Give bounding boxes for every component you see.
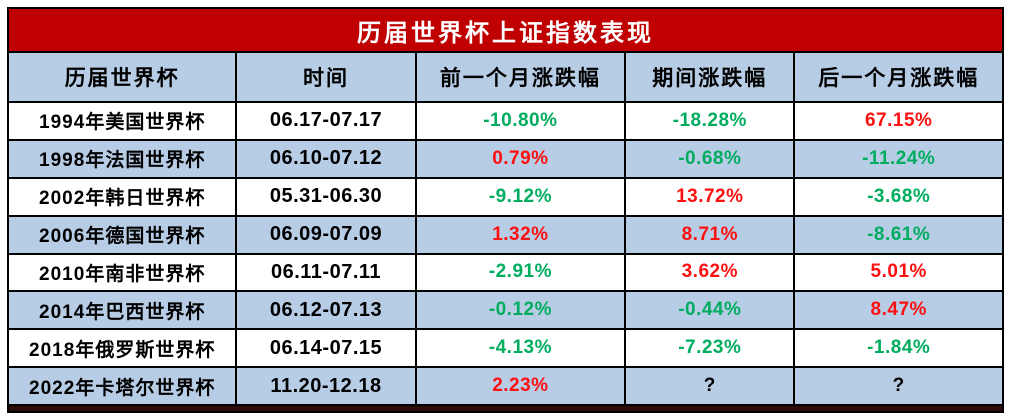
during-change-cell: 3.62% xyxy=(624,254,793,291)
during-change-cell: -0.44% xyxy=(624,292,793,329)
table-row: 2014年巴西世界杯 06.12-07.13 -0.12% -0.44% 8.4… xyxy=(9,290,1002,329)
pre-month-change-cell: -0.12% xyxy=(414,292,625,329)
period-cell: 06.12-07.13 xyxy=(235,292,414,329)
post-month-change-cell: 5.01% xyxy=(793,254,1002,291)
pre-month-change-cell: 1.32% xyxy=(414,216,625,253)
event-cell: 1994年美国世界杯 xyxy=(39,112,206,134)
bottom-accent-bar xyxy=(9,404,1002,411)
during-change-cell: -7.23% xyxy=(624,330,793,367)
table-row: 2006年德国世界杯 06.09-07.09 1.32% 8.71% -8.61… xyxy=(9,214,1002,253)
period-cell: 05.31-06.30 xyxy=(235,178,414,215)
period-cell: 06.10-07.12 xyxy=(235,140,414,177)
period-cell: 06.14-07.15 xyxy=(235,330,414,367)
table-row: 1994年美国世界杯 06.17-07.17 -10.80% -18.28% 6… xyxy=(9,101,1002,139)
pre-month-change-cell: -4.13% xyxy=(414,330,625,367)
event-cell: 2018年俄罗斯世界杯 xyxy=(29,339,216,361)
pre-month-change-cell: -10.80% xyxy=(414,103,625,139)
event-cell: 2022年卡塔尔世界杯 xyxy=(29,377,216,399)
table-header-row: 历届世界杯 时间 前一个月涨跌幅 期间涨跌幅 后一个月涨跌幅 xyxy=(9,51,1002,101)
world-cup-index-table: 历届世界杯上证指数表现 历届世界杯 时间 前一个月涨跌幅 期间涨跌幅 后一个月涨… xyxy=(7,7,1004,413)
period-cell: 06.17-07.17 xyxy=(235,103,414,139)
event-cell: 2010年南非世界杯 xyxy=(39,263,206,285)
table-body: 1994年美国世界杯 06.17-07.17 -10.80% -18.28% 6… xyxy=(9,101,1002,404)
period-cell: 06.11-07.11 xyxy=(235,254,414,291)
post-month-change-cell: 8.47% xyxy=(793,292,1002,329)
event-cell: 2002年韩日世界杯 xyxy=(39,188,206,210)
table-row: 2018年俄罗斯世界杯 06.14-07.15 -4.13% -7.23% -1… xyxy=(9,328,1002,367)
during-change-cell: 13.72% xyxy=(624,178,793,215)
header-during-change: 期间涨跌幅 xyxy=(624,53,793,101)
table-row: 2022年卡塔尔世界杯 11.20-12.18 2.23% ? ? xyxy=(9,366,1002,404)
pre-month-change-cell: -2.91% xyxy=(414,254,625,291)
header-post-month-change: 后一个月涨跌幅 xyxy=(793,53,1002,101)
event-cell: 2014年巴西世界杯 xyxy=(39,301,206,323)
post-month-change-cell: -11.24% xyxy=(793,140,1002,177)
post-month-change-cell: -3.68% xyxy=(793,178,1002,215)
post-month-change-cell: 67.15% xyxy=(793,103,1002,139)
header-time: 时间 xyxy=(235,53,414,101)
post-month-change-cell: -8.61% xyxy=(793,216,1002,253)
header-world-cup: 历届世界杯 xyxy=(64,67,180,90)
table-row: 2002年韩日世界杯 05.31-06.30 -9.12% 13.72% -3.… xyxy=(9,176,1002,215)
pre-month-change-cell: 2.23% xyxy=(414,368,625,404)
post-month-change-cell: ? xyxy=(793,368,1002,404)
period-cell: 06.09-07.09 xyxy=(235,216,414,253)
pre-month-change-cell: 0.79% xyxy=(414,140,625,177)
during-change-cell: ? xyxy=(624,368,793,404)
table-title: 历届世界杯上证指数表现 xyxy=(9,9,1002,51)
header-pre-month-change: 前一个月涨跌幅 xyxy=(414,53,625,101)
period-cell: 11.20-12.18 xyxy=(235,368,414,404)
event-cell: 1998年法国世界杯 xyxy=(39,150,206,172)
pre-month-change-cell: -9.12% xyxy=(414,178,625,215)
table-row: 2010年南非世界杯 06.11-07.11 -2.91% 3.62% 5.01… xyxy=(9,252,1002,291)
event-cell: 2006年德国世界杯 xyxy=(39,226,206,248)
table-row: 1998年法国世界杯 06.10-07.12 0.79% -0.68% -11.… xyxy=(9,138,1002,177)
during-change-cell: 8.71% xyxy=(624,216,793,253)
during-change-cell: -18.28% xyxy=(624,103,793,139)
during-change-cell: -0.68% xyxy=(624,140,793,177)
post-month-change-cell: -1.84% xyxy=(793,330,1002,367)
